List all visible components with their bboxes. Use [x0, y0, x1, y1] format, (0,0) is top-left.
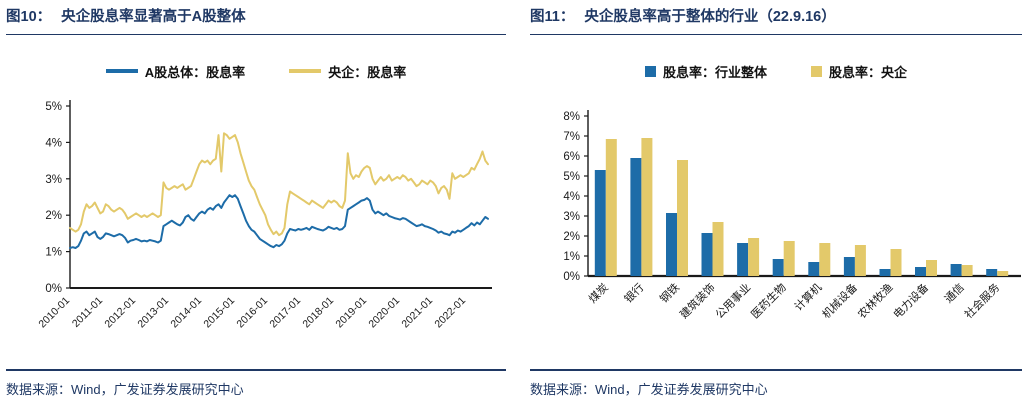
bar-industry	[701, 233, 713, 276]
bar-soe	[783, 241, 795, 276]
figure-11-title-rule	[530, 34, 1022, 35]
x-axis-tick-label: 2020-01	[366, 295, 402, 331]
bar-soe	[748, 238, 760, 276]
legend-label: 股息率：央企	[829, 64, 908, 80]
x-axis-category-label: 电力设备	[890, 280, 931, 321]
x-axis-category-label: 通信	[942, 281, 967, 306]
y-axis-tick-label: 2%	[45, 210, 62, 222]
bar-soe	[605, 139, 617, 276]
x-axis-tick-label: 2018-01	[300, 295, 336, 331]
legend-item-soe: 股息率：央企	[811, 62, 907, 81]
figure-10: 图10： 央企股息率显著高于A股整体 A股总体：股息率 央企：股息率 0% 1% 2%…	[6, 6, 506, 397]
legend-label: 股息率：行业整体	[662, 64, 767, 80]
x-axis-tick-label: 2013-01	[135, 295, 171, 331]
figure-10-source-rule	[6, 369, 506, 371]
bar-soe	[854, 245, 866, 276]
y-axis-tick-label: 5%	[563, 171, 580, 183]
bar-industry	[630, 158, 642, 276]
figure-10-title: 图10： 央企股息率显著高于A股整体	[6, 6, 506, 34]
x-axis-category-label: 机械设备	[819, 280, 860, 321]
bar-soe	[997, 271, 1009, 276]
x-axis-category-label: 社会服务	[961, 280, 1002, 321]
y-axis-tick-label: 1%	[45, 247, 62, 259]
bar-industry	[950, 264, 962, 276]
bar-soe	[641, 138, 653, 276]
x-axis-tick-label: 2011-01	[70, 295, 105, 330]
bar-industry	[772, 259, 784, 276]
y-axis-tick-label: 4%	[45, 137, 62, 149]
bar-industry	[843, 257, 855, 276]
figure-11-legend: 股息率：行业整体 股息率：央企	[530, 61, 1022, 81]
bar-soe	[819, 243, 831, 276]
square-swatch-gold	[811, 65, 822, 77]
figure-11: 图11： 央企股息率高于整体的行业（22.9.16） 股息率：行业整体 股息率：央…	[512, 0, 1024, 409]
x-axis-tick-label: 2017-01	[267, 295, 303, 331]
x-axis-category-label: 公用事业	[713, 281, 753, 321]
legend-item-soe: 央企：股息率	[289, 62, 406, 81]
x-axis-category-label: 钢铁	[657, 281, 682, 306]
bar-industry	[986, 269, 998, 276]
line-series-0	[69, 194, 489, 249]
x-axis-category-label: 银行	[621, 280, 646, 305]
dividend-yield-line-chart: 0% 1% 2% 3% 4% 5% 2010-012011-012012-012013-01…	[36, 100, 492, 331]
line-swatch-gold	[289, 69, 322, 73]
y-axis-tick-label: 5%	[45, 101, 62, 113]
figure-11-data-source: 数据来源：Wind，广发证券发展研究中心	[530, 382, 768, 397]
figure-10-label: 图10：	[6, 9, 52, 25]
legend-label: 央企：股息率	[328, 64, 407, 80]
x-axis-category-label: 计算机	[791, 280, 824, 313]
figure-10-data-source: 数据来源：Wind，广发证券发展研究中心	[6, 382, 244, 397]
x-axis-tick-label: 2016-01	[234, 295, 270, 331]
figure-11-title-text: 央企股息率高于整体的行业（22.9.16）	[584, 9, 836, 25]
line-swatch-blue	[105, 69, 138, 73]
bar-soe	[712, 222, 724, 276]
y-axis-tick-label: 0%	[563, 271, 580, 283]
x-axis-category-label: 农林牧渔	[855, 280, 896, 321]
bar-soe	[926, 260, 937, 276]
bar-industry	[737, 243, 749, 276]
x-axis-tick-label: 2010-01	[36, 295, 72, 331]
figure-11-label: 图11：	[530, 9, 575, 25]
x-axis-category-label: 医药生物	[748, 280, 789, 321]
legend-item-industry: 股息率：行业整体	[644, 62, 767, 81]
line-series-1	[69, 132, 489, 237]
figure-10-title-rule	[6, 34, 506, 35]
bar-soe	[677, 160, 688, 276]
y-axis-tick-label: 4%	[563, 191, 580, 203]
bar-soe	[961, 265, 973, 276]
x-axis-category-label: 煤炭	[586, 281, 611, 306]
x-axis-tick-label: 2021-01	[399, 295, 435, 331]
square-swatch-blue	[644, 65, 656, 77]
figure-10-title-text: 央企股息率显著高于A股整体	[61, 9, 246, 25]
x-axis-tick-label: 2022-01	[432, 295, 468, 331]
x-axis-tick-label: 2015-01	[201, 295, 237, 331]
x-axis-tick-label: 2019-01	[333, 295, 369, 331]
y-axis-tick-label: 2%	[563, 231, 580, 243]
bar-soe	[890, 249, 902, 276]
y-axis-tick-label: 7%	[563, 131, 580, 143]
x-axis-tick-label: 2012-01	[102, 295, 138, 331]
y-axis-tick-label: 8%	[563, 111, 580, 123]
figure-11-title: 图11： 央企股息率高于整体的行业（22.9.16）	[530, 6, 1022, 34]
legend-label: A股总体：股息率	[144, 64, 246, 80]
bar-industry	[666, 213, 677, 276]
y-axis-tick-label: 1%	[563, 251, 580, 263]
y-axis-tick-label: 6%	[563, 151, 580, 163]
y-axis-tick-label: 0%	[45, 283, 62, 295]
x-axis-tick-label: 2014-01	[168, 295, 204, 331]
figure-11-source-rule	[530, 369, 1022, 371]
bar-industry	[808, 262, 820, 276]
bar-industry	[879, 269, 891, 276]
y-axis-tick-label: 3%	[45, 174, 62, 186]
legend-item-a-share: A股总体：股息率	[105, 62, 246, 81]
figure-10-legend: A股总体：股息率 央企：股息率	[6, 61, 506, 81]
y-axis-tick-label: 3%	[563, 211, 580, 223]
x-axis-category-label: 建筑装饰	[677, 280, 718, 321]
bar-industry	[594, 170, 606, 276]
bar-industry	[915, 267, 926, 276]
